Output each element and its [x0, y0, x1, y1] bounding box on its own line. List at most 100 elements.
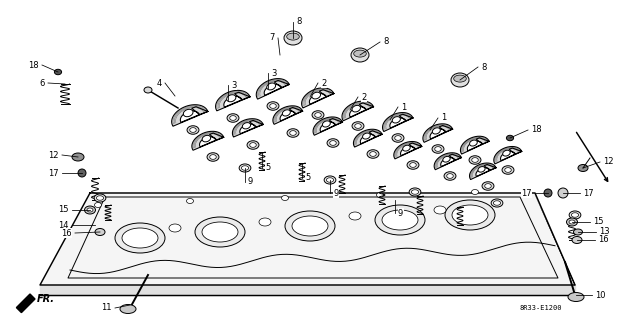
Text: 17: 17 [583, 189, 594, 197]
Polygon shape [40, 193, 575, 285]
Ellipse shape [267, 102, 279, 110]
Ellipse shape [287, 33, 300, 40]
Ellipse shape [392, 117, 401, 123]
Ellipse shape [444, 172, 456, 180]
Polygon shape [494, 146, 522, 164]
Ellipse shape [454, 75, 467, 82]
Ellipse shape [502, 150, 510, 156]
Ellipse shape [144, 87, 152, 93]
Polygon shape [172, 105, 208, 126]
Ellipse shape [227, 114, 239, 122]
Ellipse shape [87, 208, 93, 212]
Ellipse shape [410, 163, 416, 167]
Polygon shape [216, 90, 250, 111]
Ellipse shape [409, 188, 421, 196]
Ellipse shape [186, 198, 193, 204]
Ellipse shape [568, 293, 584, 301]
Ellipse shape [443, 156, 450, 162]
Ellipse shape [250, 143, 256, 147]
Ellipse shape [284, 31, 302, 45]
Ellipse shape [435, 147, 441, 151]
Text: 12: 12 [49, 151, 59, 160]
Text: 5: 5 [265, 164, 270, 173]
Polygon shape [423, 124, 452, 142]
Ellipse shape [355, 124, 361, 128]
Ellipse shape [469, 156, 481, 164]
Ellipse shape [362, 133, 371, 139]
Ellipse shape [403, 145, 410, 151]
Ellipse shape [433, 128, 440, 134]
Ellipse shape [324, 176, 336, 184]
Ellipse shape [330, 141, 336, 145]
Text: 7: 7 [269, 33, 275, 42]
Ellipse shape [367, 150, 379, 158]
Ellipse shape [502, 166, 514, 174]
Ellipse shape [572, 236, 582, 243]
Ellipse shape [432, 145, 444, 153]
Polygon shape [40, 285, 575, 295]
Text: 9: 9 [248, 177, 253, 187]
Ellipse shape [282, 196, 289, 201]
Polygon shape [232, 119, 263, 137]
Polygon shape [460, 136, 489, 154]
Ellipse shape [382, 210, 418, 230]
Ellipse shape [241, 166, 248, 170]
Polygon shape [434, 153, 461, 170]
Ellipse shape [183, 109, 193, 117]
Ellipse shape [195, 217, 245, 247]
Text: 9: 9 [333, 189, 339, 197]
Text: 5: 5 [305, 174, 310, 182]
Ellipse shape [484, 184, 492, 188]
Text: 18: 18 [28, 61, 39, 70]
Text: 2: 2 [361, 93, 366, 101]
Ellipse shape [505, 168, 511, 172]
Ellipse shape [259, 218, 271, 226]
Ellipse shape [572, 213, 579, 217]
Ellipse shape [395, 136, 401, 140]
Text: 16: 16 [598, 235, 609, 244]
Text: 11: 11 [102, 303, 112, 313]
Ellipse shape [315, 113, 321, 117]
Text: 8: 8 [481, 63, 486, 71]
Ellipse shape [370, 152, 376, 156]
Text: 4: 4 [157, 78, 162, 87]
Ellipse shape [122, 228, 158, 248]
Ellipse shape [452, 205, 488, 225]
Ellipse shape [352, 105, 360, 112]
Ellipse shape [412, 190, 419, 194]
Text: 10: 10 [595, 291, 605, 300]
Ellipse shape [491, 199, 503, 207]
Ellipse shape [202, 222, 238, 242]
Ellipse shape [247, 141, 259, 149]
Text: 8: 8 [296, 18, 301, 26]
Text: 1: 1 [401, 102, 406, 112]
Ellipse shape [120, 305, 136, 314]
Polygon shape [256, 78, 289, 99]
Ellipse shape [290, 131, 296, 135]
Polygon shape [383, 113, 413, 131]
Text: 8R33-E1200: 8R33-E1200 [520, 305, 563, 311]
Ellipse shape [578, 165, 588, 172]
Polygon shape [470, 163, 496, 180]
Circle shape [558, 188, 568, 198]
Ellipse shape [472, 189, 479, 195]
Text: 1: 1 [441, 114, 446, 122]
Ellipse shape [447, 174, 453, 178]
Ellipse shape [169, 224, 181, 232]
Ellipse shape [292, 216, 328, 236]
Polygon shape [192, 131, 224, 150]
Ellipse shape [210, 155, 216, 159]
Ellipse shape [287, 129, 299, 137]
Ellipse shape [376, 192, 383, 197]
Ellipse shape [94, 194, 106, 202]
Text: 6: 6 [40, 78, 45, 87]
Ellipse shape [470, 140, 477, 146]
Ellipse shape [72, 153, 84, 161]
Ellipse shape [285, 211, 335, 241]
Ellipse shape [451, 73, 469, 87]
Ellipse shape [506, 135, 514, 141]
Text: 2: 2 [321, 78, 326, 87]
Ellipse shape [84, 206, 95, 214]
Text: 12: 12 [603, 158, 614, 167]
Ellipse shape [375, 205, 425, 235]
